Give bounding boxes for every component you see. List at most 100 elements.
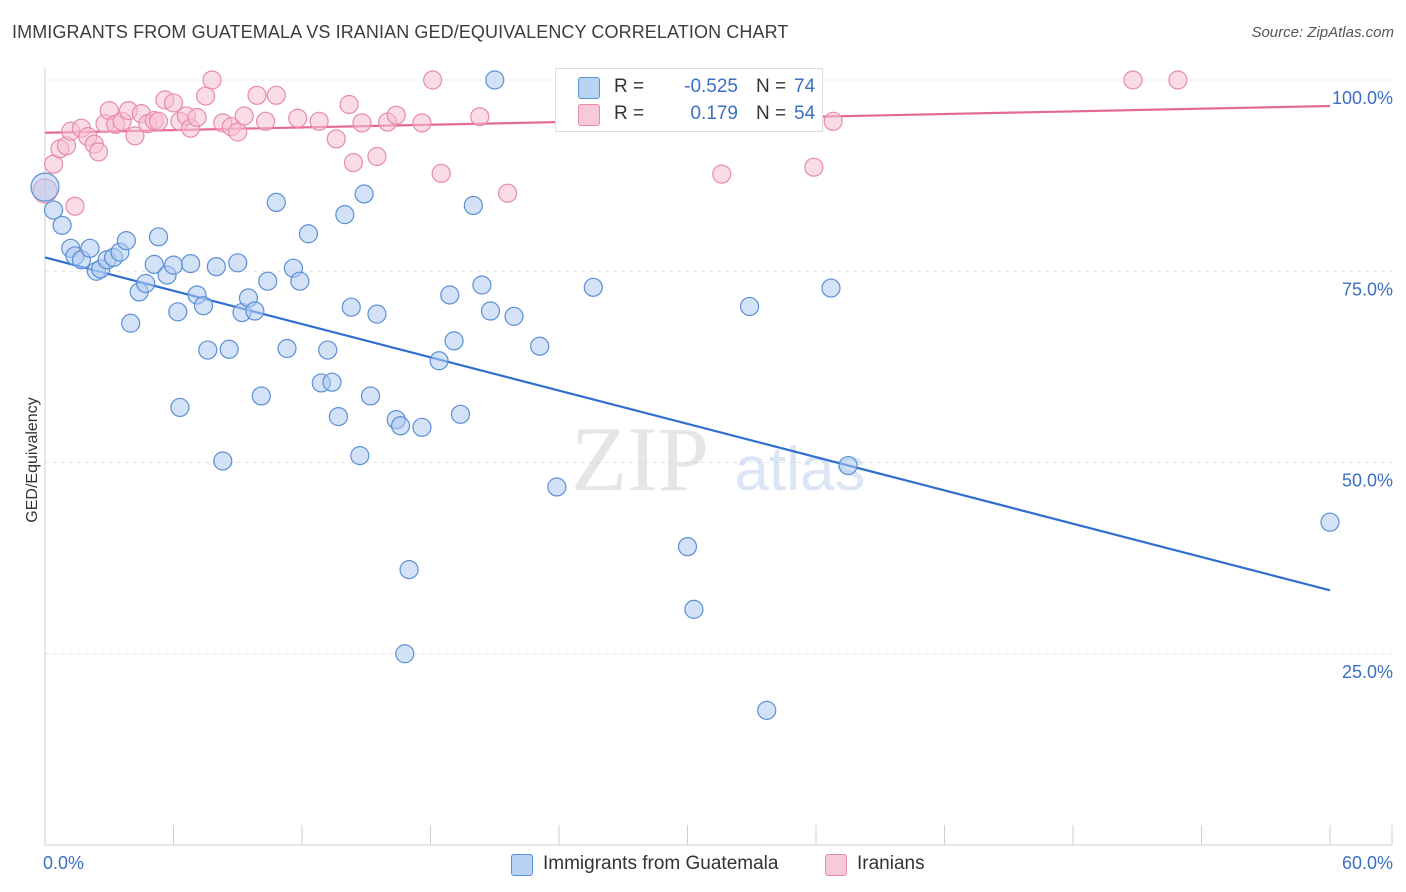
guatemala-point: [148, 227, 169, 247]
iranian-point: [163, 93, 184, 113]
guatemala-point: [193, 296, 214, 316]
y-axis-label: GED/Equivalency: [24, 397, 41, 522]
n-label: N =: [756, 76, 787, 97]
guatemala-point: [547, 477, 567, 497]
guatemala-point: [52, 215, 72, 235]
guatemala-point: [530, 336, 550, 356]
iranian-point: [288, 108, 308, 128]
legend-swatch-pink: [578, 104, 600, 126]
iranian-point: [187, 107, 207, 128]
watermark-zip: ZIP: [571, 408, 709, 510]
y-tick-label: 25.0%: [1342, 662, 1393, 682]
guatemala-point: [198, 340, 218, 360]
guatemala-point: [121, 313, 141, 333]
iranian-point: [423, 70, 443, 90]
iranian-point: [339, 94, 359, 115]
grid-lines: [45, 79, 1392, 655]
series-legend: Immigrants from Guatemala Iranians: [0, 852, 1406, 878]
guatemala-point: [170, 397, 190, 418]
guatemala-point: [136, 273, 156, 294]
guatemala-point: [341, 297, 361, 317]
legend-swatch-blue: [578, 77, 600, 99]
guatemala-point: [504, 306, 524, 326]
iranian-point: [125, 126, 145, 146]
guatemala-point: [1320, 512, 1340, 532]
guatemala-point: [213, 451, 233, 471]
guatemala-point: [450, 404, 471, 424]
r-label: R =: [614, 76, 645, 97]
n-value: 54: [794, 103, 816, 124]
guatemala-point: [821, 278, 841, 298]
iranian-point: [343, 153, 363, 173]
iranian-point: [309, 111, 329, 131]
guatemala-point: [444, 331, 464, 351]
guatemala-point: [399, 559, 419, 580]
guatemala-point: [318, 340, 338, 360]
legend-label: Iranians: [857, 853, 925, 874]
guatemala-point: [335, 205, 355, 225]
guatemala-point: [181, 254, 201, 274]
guatemala-point: [354, 184, 374, 204]
iranian-point: [1123, 70, 1143, 90]
guatemala-point: [43, 200, 64, 220]
r-value: -0.525: [684, 76, 738, 97]
guatemala-point: [144, 254, 164, 274]
iranian-point: [228, 122, 248, 142]
correlation-legend: R = -0.525 N = 74 R = 0.179 N = 54: [555, 68, 823, 132]
guatemala-point: [251, 386, 271, 406]
r-value: 0.179: [690, 103, 738, 124]
guatemala-point: [429, 351, 449, 371]
guatemala-point: [322, 372, 342, 392]
iranian-point: [247, 85, 267, 105]
guatemala-point: [245, 301, 265, 321]
guatemala-point: [266, 192, 286, 212]
data-points: [30, 70, 1340, 720]
guatemala-point: [206, 257, 226, 277]
iranian-point: [148, 111, 169, 131]
legend-swatch-blue: [511, 854, 533, 876]
iranian-point: [202, 70, 222, 90]
guatemala-point: [80, 238, 100, 258]
guatemala-point: [277, 338, 297, 359]
iranian-point: [1168, 70, 1188, 90]
iranian-point: [266, 85, 286, 105]
iranian-point: [470, 107, 490, 127]
iranian-point: [65, 196, 85, 216]
iranian-point: [712, 164, 732, 184]
chart-title: IMMIGRANTS FROM GUATEMALA VS IRANIAN GED…: [12, 22, 789, 42]
guatemala-point: [472, 275, 492, 295]
iranian-point: [326, 129, 346, 149]
r-label: R =: [614, 103, 645, 124]
iranian-point: [352, 113, 372, 133]
guatemala-point: [367, 304, 387, 324]
legend-swatch-pink: [825, 854, 847, 876]
n-value: 74: [794, 76, 816, 97]
guatemala-point: [298, 224, 319, 244]
guatemala-point: [290, 271, 310, 291]
guatemala-point: [440, 285, 460, 305]
guatemala-point: [395, 644, 415, 664]
guatemala-point: [583, 277, 603, 297]
tick-labels: 25.0% 50.0% 75.0% 100.0% 0.0% 60.0%: [43, 88, 1393, 873]
guatemala-point: [30, 172, 60, 202]
guatemala-point: [163, 255, 184, 275]
guatemala-point: [757, 700, 777, 720]
guatemala-point: [116, 231, 136, 251]
guatemala-point: [740, 296, 760, 317]
guatemala-point: [677, 537, 698, 557]
guatemala-point: [258, 271, 278, 291]
x-tick-label: 0.0%: [43, 853, 84, 873]
iranian-point: [386, 105, 406, 125]
guatemala-point: [390, 416, 411, 436]
y-tick-label: 50.0%: [1342, 471, 1393, 491]
iranian-point: [88, 142, 109, 162]
iranian-point: [234, 106, 254, 126]
iranian-point: [804, 157, 824, 177]
guatemala-point: [228, 253, 248, 273]
n-label: N =: [756, 103, 787, 124]
guatemala-point: [168, 302, 188, 322]
iranian-point: [196, 86, 216, 106]
guatemala-point: [350, 446, 370, 466]
legend-label: Immigrants from Guatemala: [543, 853, 779, 874]
